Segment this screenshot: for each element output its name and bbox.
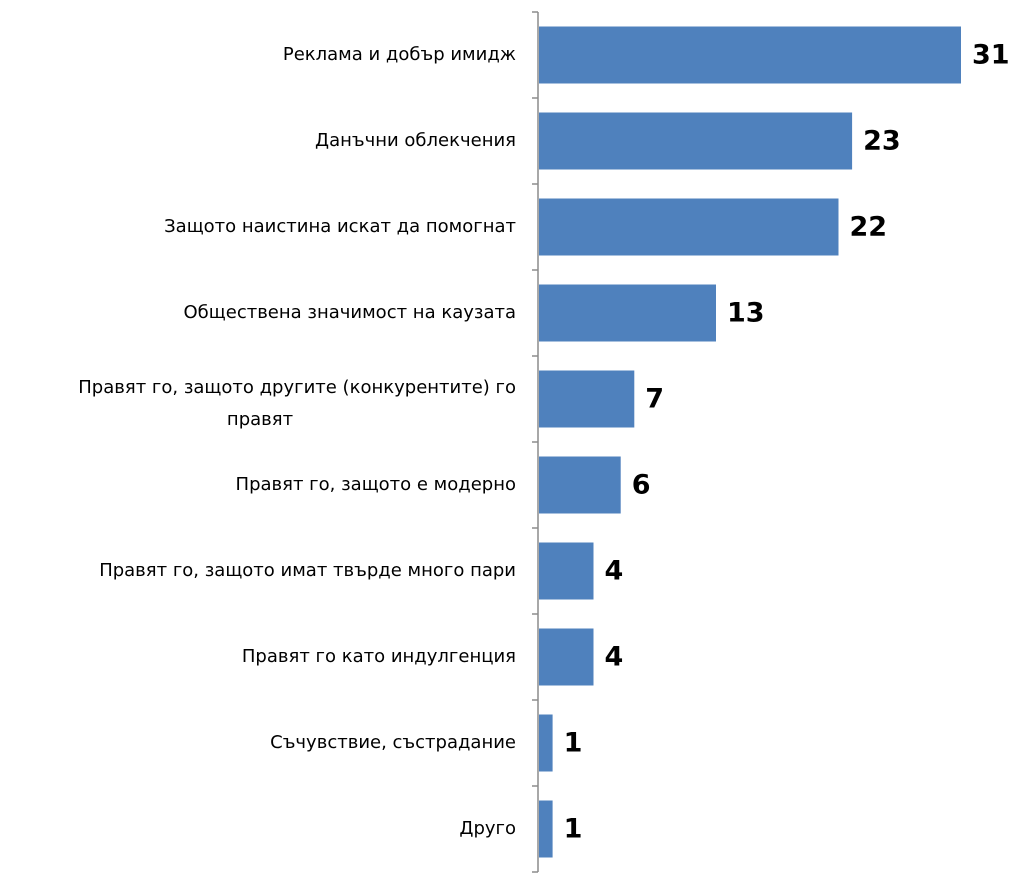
category-label: Правят го, защото е модерно: [236, 474, 516, 495]
category-label: Правят го като индулгенция: [242, 646, 516, 667]
category-label: Правят го, защото имат твърде много пари: [99, 560, 516, 581]
bar: [539, 198, 839, 256]
value-label: 22: [850, 212, 888, 243]
bar: [539, 284, 716, 342]
bar: [539, 714, 553, 772]
value-label: 23: [863, 126, 901, 157]
bar: [539, 628, 594, 686]
category-label: Защото наистина искат да помогнат: [164, 216, 516, 237]
category-axis: [532, 11, 539, 873]
value-labels: 31 23 22 13 7 6 4 4 1 1: [564, 40, 1010, 845]
bars-layer: [539, 26, 961, 858]
category-label: Съчувствие, състрадание: [270, 732, 516, 753]
bar: [539, 26, 961, 84]
bar: [539, 112, 853, 170]
category-label: Обществена значимост на каузата: [184, 302, 516, 323]
category-label: Реклама и добър имидж: [283, 44, 516, 65]
value-label: 13: [727, 298, 765, 329]
category-labels: Реклама и добър имидж Данъчни облекчения З…: [78, 44, 516, 839]
value-label: 4: [605, 642, 624, 673]
bar: [539, 542, 594, 600]
bar: [539, 456, 621, 514]
category-label: Данъчни облекчения: [315, 130, 516, 151]
category-label: Правят го, защото другите (конкурентите)…: [78, 377, 516, 430]
value-label: 4: [605, 556, 624, 587]
value-label: 6: [632, 470, 651, 501]
bar: [539, 800, 553, 858]
value-label: 1: [564, 814, 583, 845]
category-label: Друго: [459, 818, 516, 839]
value-label: 1: [564, 728, 583, 759]
bar: [539, 370, 635, 428]
value-label: 31: [972, 40, 1010, 71]
value-label: 7: [645, 384, 664, 415]
